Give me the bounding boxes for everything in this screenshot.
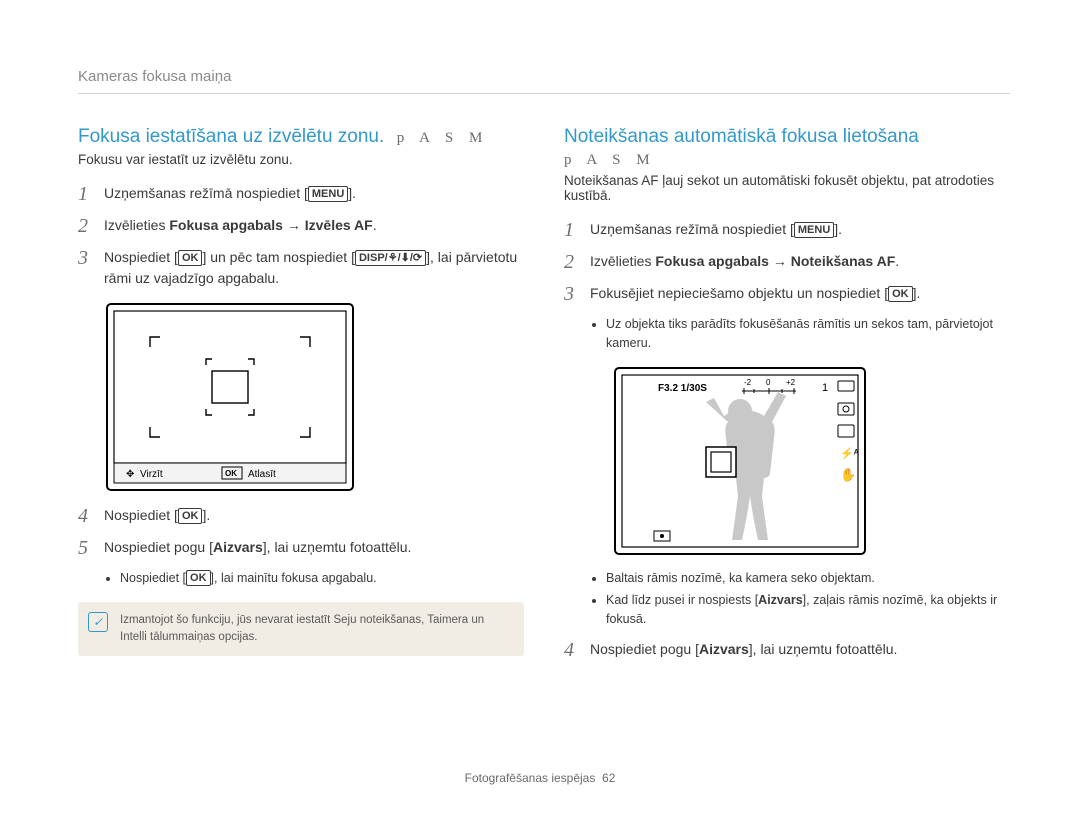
step: 2 Izvēlieties Fokusa apgabals → Izvēles … (78, 215, 524, 237)
breadcrumb: Kameras fokusa maiņa (78, 68, 1010, 94)
section-title-left: Fokusa iestatīšana uz izvēlētu zonu. (78, 126, 384, 147)
ok-button-icon: OK (178, 250, 203, 266)
right-column: Noteikšanas automātiskā fokusa lietošana… (564, 126, 1010, 671)
svg-text:OK: OK (225, 469, 237, 478)
focus-area-screen: ✥ Virzīt OK Atlasīt (106, 303, 524, 491)
step: 4 Nospiediet pogu [Aizvars], lai uzņemtu… (564, 639, 1010, 661)
svg-text:0: 0 (766, 378, 771, 387)
screen-select-label: Atlasīt (248, 469, 276, 480)
menu-button-icon: MENU (308, 186, 348, 202)
screen-move-label: Virzīt (140, 469, 163, 480)
svg-text:-2: -2 (744, 378, 752, 387)
step: 1 Uzņemšanas režīmā nospiediet [MENU]. (78, 183, 524, 205)
step: 4 Nospiediet [OK]. (78, 505, 524, 527)
right-sub3: Uz objekta tiks parādīts fokusēšanās rām… (606, 315, 1010, 353)
svg-text:✥: ✥ (126, 469, 134, 480)
page-footer: Fotografēšanas iespējas 62 (0, 771, 1080, 785)
left-sub-bullets: Nospiediet [OK], lai mainītu fokusa apga… (120, 569, 524, 588)
left-steps-2: 4 Nospiediet [OK]. 5 Nospiediet pogu [Ai… (78, 505, 524, 559)
section-title-right: Noteikšanas automātiskā fokusa lietošana (564, 126, 919, 147)
dpad-icon: DISP/⚘/⬇/⟳ (355, 250, 426, 266)
mode-letters-right: p A S M (564, 152, 1010, 169)
right-steps: 1 Uzņemšanas režīmā nospiediet [MENU]. 2… (564, 219, 1010, 305)
ok-button-icon: OK (888, 286, 913, 302)
right-lead: Noteikšanas AF ļauj sekot un automātiski… (564, 173, 1010, 203)
note-box: ✓ Izmantojot šo funkciju, jūs nevarat ie… (78, 602, 524, 657)
svg-text:F3.2 1/30S: F3.2 1/30S (658, 383, 707, 394)
step: 3 Nospiediet [OK] un pēc tam nospiediet … (78, 247, 524, 289)
right-steps-2: 4 Nospiediet pogu [Aizvars], lai uzņemtu… (564, 639, 1010, 661)
tracking-af-screen: F3.2 1/30S -2 0 +2 1 (614, 367, 1010, 555)
right-post-bullets: Baltais rāmis nozīmē, ka kamera seko obj… (606, 569, 1010, 629)
left-lead: Fokusu var iestatīt uz izvēlētu zonu. (78, 152, 524, 167)
svg-text:⚡ᴬ: ⚡ᴬ (840, 447, 859, 460)
left-steps: 1 Uzņemšanas režīmā nospiediet [MENU]. 2… (78, 183, 524, 289)
svg-text:1: 1 (822, 382, 828, 394)
step: 5 Nospiediet pogu [Aizvars], lai uzņemtu… (78, 537, 524, 559)
info-icon: ✓ (88, 612, 108, 632)
mode-letters-left: p A S M (397, 130, 489, 146)
left-column: Fokusa iestatīšana uz izvēlētu zonu. p A… (78, 126, 524, 671)
step: 3 Fokusējiet nepieciešamo objektu un nos… (564, 283, 1010, 305)
ok-button-icon: OK (186, 570, 211, 586)
step: 1 Uzņemšanas režīmā nospiediet [MENU]. (564, 219, 1010, 241)
step: 2 Izvēlieties Fokusa apgabals → Noteikša… (564, 251, 1010, 273)
menu-button-icon: MENU (794, 222, 834, 238)
ok-button-icon: OK (178, 508, 203, 524)
svg-text:✋: ✋ (840, 467, 856, 482)
svg-text:+2: +2 (786, 378, 796, 387)
